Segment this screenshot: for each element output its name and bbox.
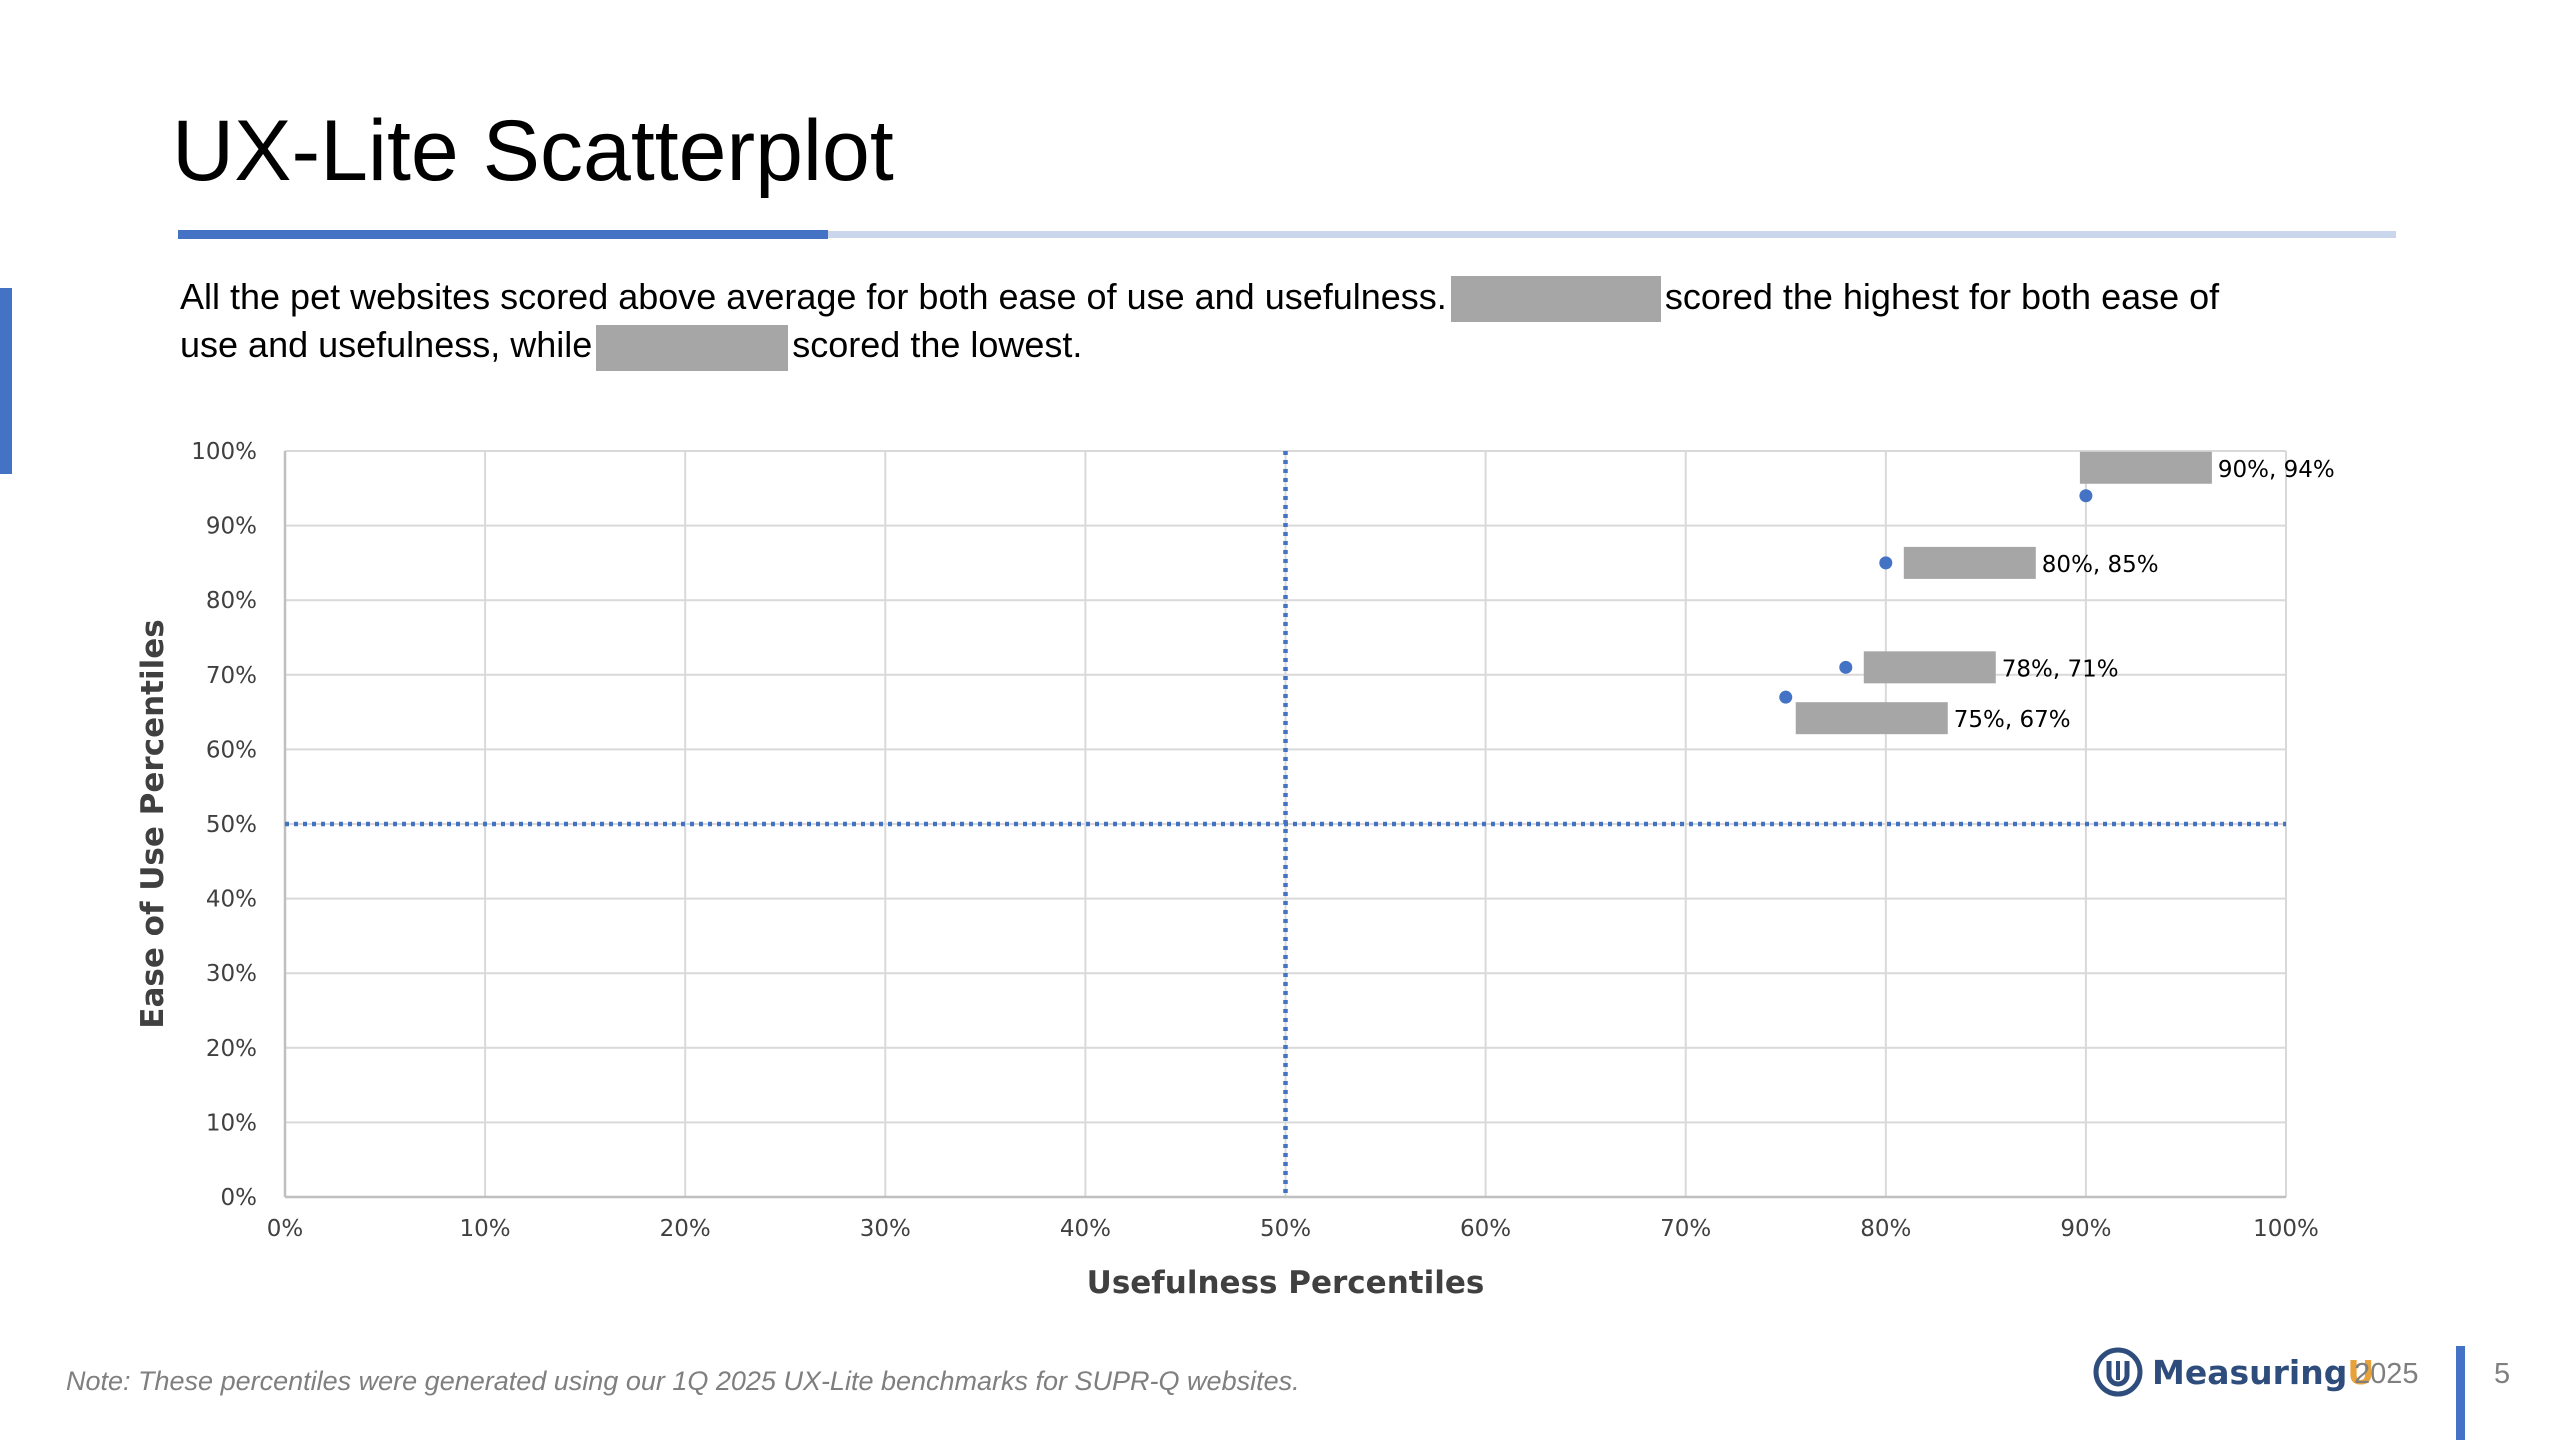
footnote: Note: These percentiles were generated u… (66, 1366, 1300, 1396)
x-axis-title: Usefulness Percentiles (1087, 1265, 1485, 1301)
redacted-point-name (2079, 451, 2212, 484)
x-tick-label: 50% (1260, 1216, 1311, 1242)
y-tick-label: 80% (206, 588, 257, 614)
measuringu-logo-icon (2093, 1347, 2143, 1397)
data-label: 75%, 67% (1954, 707, 2071, 733)
x-tick-label: 40% (1060, 1216, 1111, 1242)
x-tick-label: 0% (267, 1216, 304, 1242)
x-tick-label: 100% (2253, 1216, 2319, 1242)
measuringu-logo: MeasuringU (2092, 1346, 2374, 1398)
x-tick-label: 60% (1460, 1216, 1511, 1242)
y-tick-label: 40% (206, 887, 257, 913)
left-accent-bar (0, 288, 12, 474)
y-tick-label: 30% (206, 961, 257, 987)
y-tick-label: 70% (206, 663, 257, 689)
title-underline-accent (178, 230, 828, 239)
y-tick-label: 60% (206, 737, 257, 763)
redacted-point-name (1795, 702, 1948, 735)
redacted-site-name-highest (1450, 276, 1661, 323)
footer-year: 2025 (2354, 1358, 2419, 1390)
x-tick-label: 30% (860, 1216, 911, 1242)
y-tick-label: 50% (206, 812, 257, 838)
title-underline-track (178, 231, 2396, 238)
logo-wordmark: MeasuringU (2152, 1352, 2375, 1392)
data-point (1839, 660, 1853, 674)
x-tick-label: 70% (1660, 1216, 1711, 1242)
data-point (1779, 690, 1793, 704)
y-tick-label: 10% (206, 1110, 257, 1136)
x-tick-label: 10% (460, 1216, 511, 1242)
y-tick-label: 100% (191, 439, 257, 465)
data-label: 80%, 85% (2042, 552, 2159, 578)
x-tick-label: 20% (660, 1216, 711, 1242)
y-tick-label: 90% (206, 514, 257, 540)
x-tick-label: 80% (1860, 1216, 1911, 1242)
x-tick-label: 90% (2060, 1216, 2111, 1242)
page-number: 5 (2494, 1358, 2511, 1390)
y-axis-title: Ease of Use Percentiles (135, 619, 171, 1028)
redacted-point-name (1863, 651, 1996, 684)
summary-text: All the pet websites scored above averag… (180, 274, 2240, 371)
redacted-point-name (1903, 546, 2036, 579)
data-label: 78%, 71% (2002, 656, 2119, 682)
y-tick-label: 0% (221, 1185, 258, 1211)
data-point (2079, 489, 2093, 503)
summary-part-3: scored the lowest. (792, 324, 1083, 366)
footer-accent-bar (2456, 1346, 2465, 1440)
summary-part-2: scored the highest for both ease of use … (180, 276, 2220, 366)
data-point (1879, 556, 1893, 570)
redacted-site-name-lowest (596, 324, 789, 371)
y-tick-label: 20% (206, 1036, 257, 1062)
data-label: 90%, 94% (2218, 457, 2335, 483)
summary-part-1: All the pet websites scored above averag… (180, 276, 1447, 317)
slide-title: UX-Lite Scatterplot (172, 103, 894, 199)
